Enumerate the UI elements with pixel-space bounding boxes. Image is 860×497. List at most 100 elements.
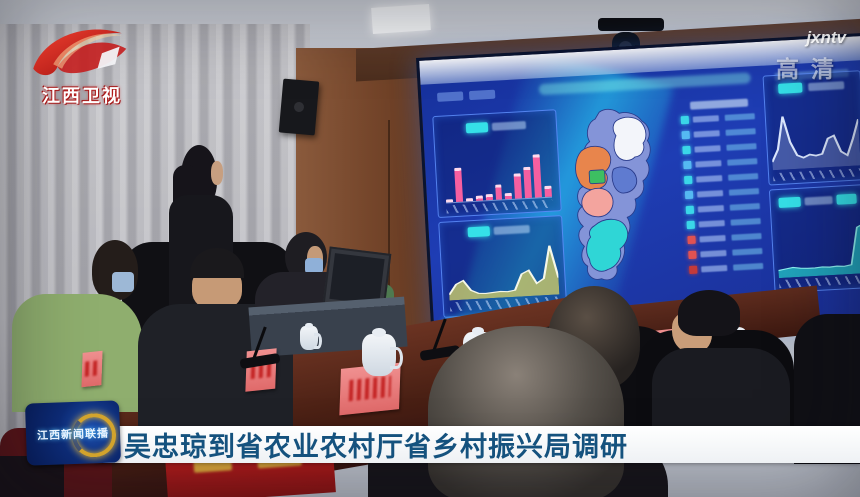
ranking-label-blur (692, 115, 719, 123)
dashboard-tab (468, 89, 496, 101)
panel-bar-chart (432, 109, 562, 219)
ranking-marker (684, 190, 694, 200)
operator-face-mask (305, 258, 323, 274)
recessed-light (371, 4, 431, 34)
hd-label: 高清 (776, 56, 846, 82)
ranking-value-blur (726, 143, 757, 151)
ranking-list (680, 98, 768, 280)
bar (544, 185, 552, 198)
panel-line-chart (762, 70, 860, 186)
woman-body (12, 294, 142, 412)
ranking-row (689, 262, 767, 275)
jiangxi-map (549, 89, 683, 309)
ranking-value-blur (730, 218, 761, 226)
ranking-marker (689, 265, 698, 275)
face-mask (112, 272, 134, 292)
ranking-label-blur (696, 190, 724, 198)
ranking-marker (680, 115, 690, 125)
news-caption-title: 吴忠琼到省农业农村厅省乡村振兴局调研 (124, 432, 628, 463)
ranking-marker (681, 130, 690, 140)
ranking-value-blur (728, 173, 759, 181)
ranking-marker (685, 205, 695, 215)
map-region-center-green (588, 169, 606, 185)
bar (494, 184, 503, 200)
channel-logo-swoosh-icon (33, 29, 127, 76)
ranking-row (684, 187, 763, 200)
legend-label-blur (493, 224, 530, 235)
news-caption-bar: 吴忠琼到省农业农村厅省乡村振兴局调研 (94, 426, 860, 463)
bar (505, 193, 513, 200)
ranking-label-blur (701, 264, 728, 273)
teacup (362, 328, 404, 376)
ranking-label-blur (693, 130, 720, 138)
ranking-label-blur (698, 220, 725, 228)
line-chart (771, 116, 860, 171)
ranking-marker (683, 160, 692, 170)
wall-speaker (278, 78, 320, 136)
ranking-value-blur (732, 247, 763, 256)
bar (465, 198, 473, 202)
bar (513, 173, 523, 199)
led-dashboard-screen (416, 32, 860, 346)
ranking-row (682, 142, 760, 155)
teacup (300, 322, 322, 350)
map-region-center-salmon (581, 187, 614, 218)
gooseneck-microphone (239, 326, 286, 372)
map-region-northeast (612, 116, 647, 161)
man-profile-hair (678, 290, 740, 336)
ranking-value-blur (733, 262, 764, 271)
bar (475, 195, 483, 201)
ranking-marker (686, 220, 695, 230)
dashboard-tab (436, 91, 464, 102)
ranking-label-blur (695, 160, 722, 168)
jiangxi-map-svg (575, 108, 651, 281)
ranking-row (688, 247, 766, 260)
panel-area-chart (438, 215, 568, 318)
ranking-row (687, 232, 765, 245)
ranking-label-blur (697, 205, 725, 213)
ranking-value-blur (725, 128, 756, 136)
ranking-row (681, 127, 760, 140)
ranking-row (686, 217, 765, 230)
legend-chip (467, 226, 491, 238)
channel-logo: 江西卫视 (26, 20, 138, 112)
ranking-label-blur (696, 175, 723, 183)
ranking-marker (687, 235, 696, 245)
camera-mount-bracket (598, 18, 664, 31)
program-badge: 江西新闻联播 (24, 400, 122, 466)
panel-spike-chart (768, 184, 860, 294)
program-badge-label: 江西新闻联播 (36, 427, 110, 443)
ranking-value-blur (728, 188, 760, 196)
ranking-row (685, 202, 764, 215)
map-region-south (586, 218, 629, 272)
name-placard (81, 350, 103, 388)
legend-chip (465, 122, 489, 134)
legend-chip (836, 193, 857, 205)
legend-chip (778, 82, 803, 94)
watermark-site: jxntv (806, 28, 846, 47)
ranking-label-blur (694, 145, 721, 153)
ranking-marker (682, 145, 691, 155)
bar (523, 166, 533, 199)
presenter-face (211, 161, 223, 185)
map-region-east-mid (611, 166, 638, 194)
legend-label-blur (804, 195, 833, 206)
bar-chart (442, 140, 553, 204)
legend-chip (778, 196, 801, 208)
bar (454, 168, 463, 202)
legend-label-blur (491, 120, 527, 131)
ranking-value-blur (727, 158, 758, 166)
ranking-value-blur (729, 203, 760, 211)
ranking-value-blur (731, 232, 762, 241)
ranking-row (680, 112, 759, 125)
foreground-gray-head (428, 326, 624, 497)
ranking-label-blur (699, 235, 726, 243)
line-chart-x-ticks (772, 168, 860, 182)
wood-panel-seam (388, 120, 390, 360)
ranking-marker (688, 250, 697, 260)
area-chart (448, 245, 560, 301)
seated-woman-green (12, 232, 147, 412)
ranking-label-blur (700, 249, 727, 258)
ranking-marker (684, 175, 693, 185)
